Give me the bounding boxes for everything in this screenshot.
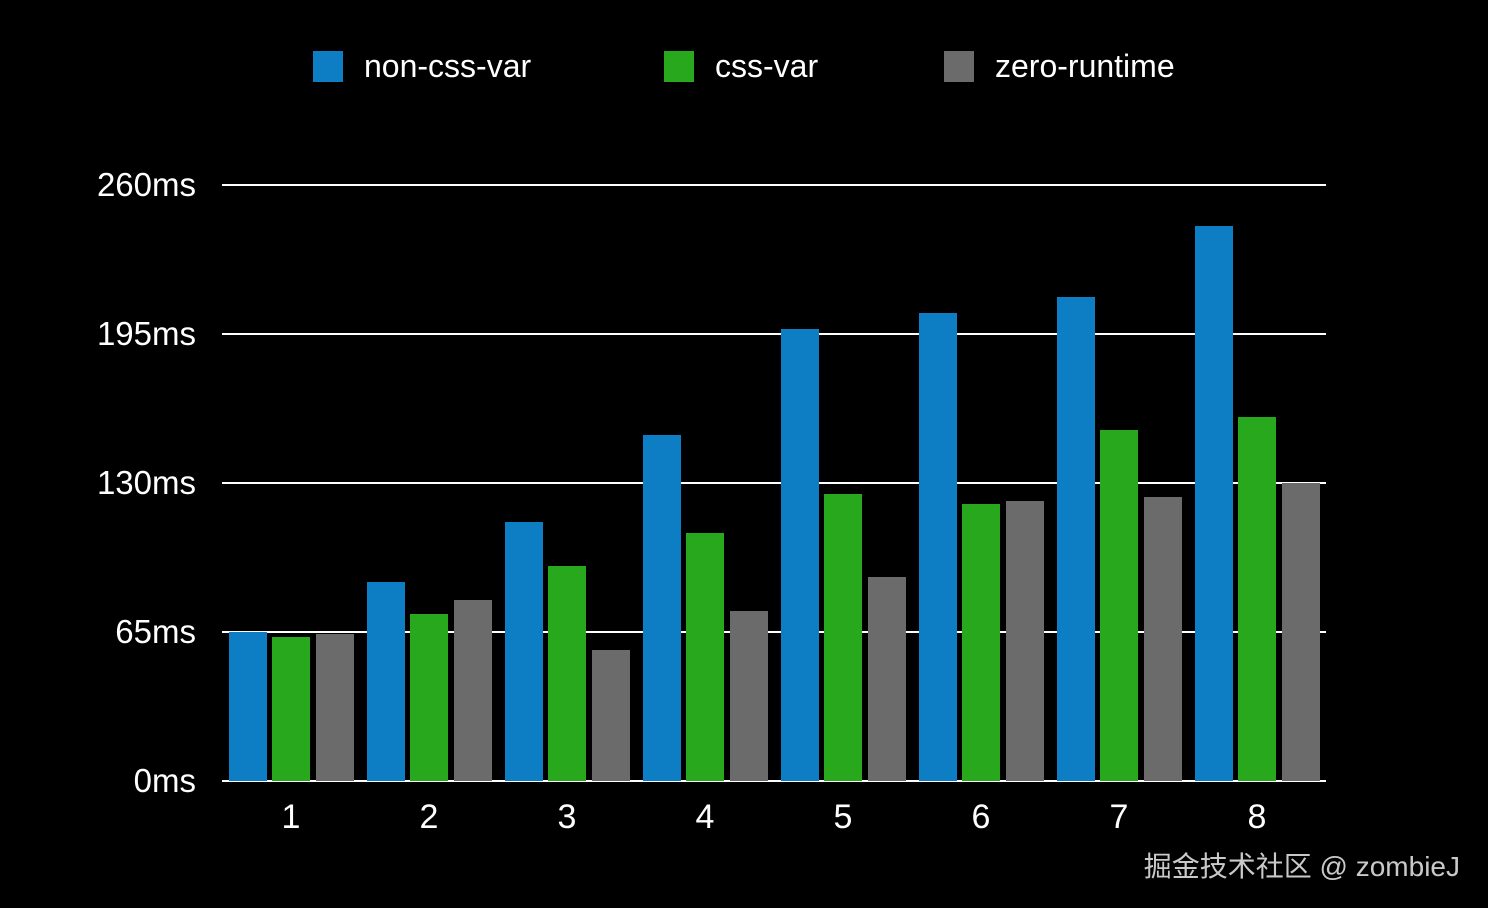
legend-swatch-icon: [664, 50, 694, 82]
x-tick-label-2: 2: [419, 798, 439, 836]
bar-css-var-6: [962, 504, 1000, 781]
x-tick-label-3: 3: [557, 798, 577, 836]
x-axis-line: [222, 780, 1326, 782]
y-tick-label-0ms: 0ms: [133, 762, 196, 799]
legend-label: non-css-var: [364, 48, 532, 84]
bar-non-css-var-2: [367, 582, 405, 781]
bar-css-var-1: [272, 637, 310, 781]
bar-css-var-3: [548, 566, 586, 781]
gridline-65ms: [222, 631, 1326, 633]
legend-item-zero-runtime: zero-runtime: [944, 50, 1175, 82]
x-tick-label-7: 7: [1109, 798, 1129, 836]
x-tick-label-4: 4: [695, 798, 715, 836]
bar-non-css-var-3: [505, 522, 543, 781]
x-tick-label-1: 1: [281, 798, 301, 836]
bar-css-var-2: [410, 614, 448, 781]
legend-item-css-var: css-var: [664, 50, 818, 82]
legend-label: zero-runtime: [995, 48, 1175, 84]
y-tick-label-130ms: 130ms: [96, 464, 196, 501]
bar-non-css-var-5: [781, 329, 819, 781]
bar-zero-runtime-5: [868, 577, 906, 781]
bar-zero-runtime-2: [454, 600, 492, 781]
bar-zero-runtime-8: [1282, 483, 1320, 781]
bar-css-var-7: [1100, 430, 1138, 781]
gridline-130ms: [222, 482, 1326, 484]
x-tick-label-6: 6: [971, 798, 991, 836]
legend-item-non-css-var: non-css-var: [313, 50, 531, 82]
bar-css-var-5: [824, 494, 862, 781]
gridline-260ms: [222, 184, 1326, 186]
bar-non-css-var-8: [1195, 226, 1233, 781]
chart-legend: non-css-var css-var zero-runtime: [0, 50, 1488, 82]
legend-swatch-icon: [944, 50, 974, 82]
bar-zero-runtime-4: [730, 611, 768, 781]
y-tick-label-65ms: 65ms: [115, 613, 196, 650]
bar-zero-runtime-3: [592, 650, 630, 781]
bar-css-var-8: [1238, 417, 1276, 781]
legend-label: css-var: [715, 48, 819, 84]
bar-zero-runtime-7: [1144, 497, 1182, 781]
x-tick-label-5: 5: [833, 798, 853, 836]
y-tick-label-260ms: 260ms: [96, 166, 196, 203]
bar-non-css-var-7: [1057, 297, 1095, 781]
bar-non-css-var-6: [919, 313, 957, 781]
y-tick-label-195ms: 195ms: [96, 315, 196, 352]
bar-non-css-var-4: [643, 435, 681, 781]
bar-non-css-var-1: [229, 632, 267, 781]
bar-zero-runtime-1: [316, 634, 354, 781]
watermark: 掘金技术社区 @ zombieJ: [1143, 851, 1460, 882]
x-tick-label-8: 8: [1247, 798, 1267, 836]
bar-css-var-4: [686, 533, 724, 781]
bar-zero-runtime-6: [1006, 501, 1044, 781]
legend-swatch-icon: [313, 50, 343, 82]
gridline-195ms: [222, 333, 1326, 335]
